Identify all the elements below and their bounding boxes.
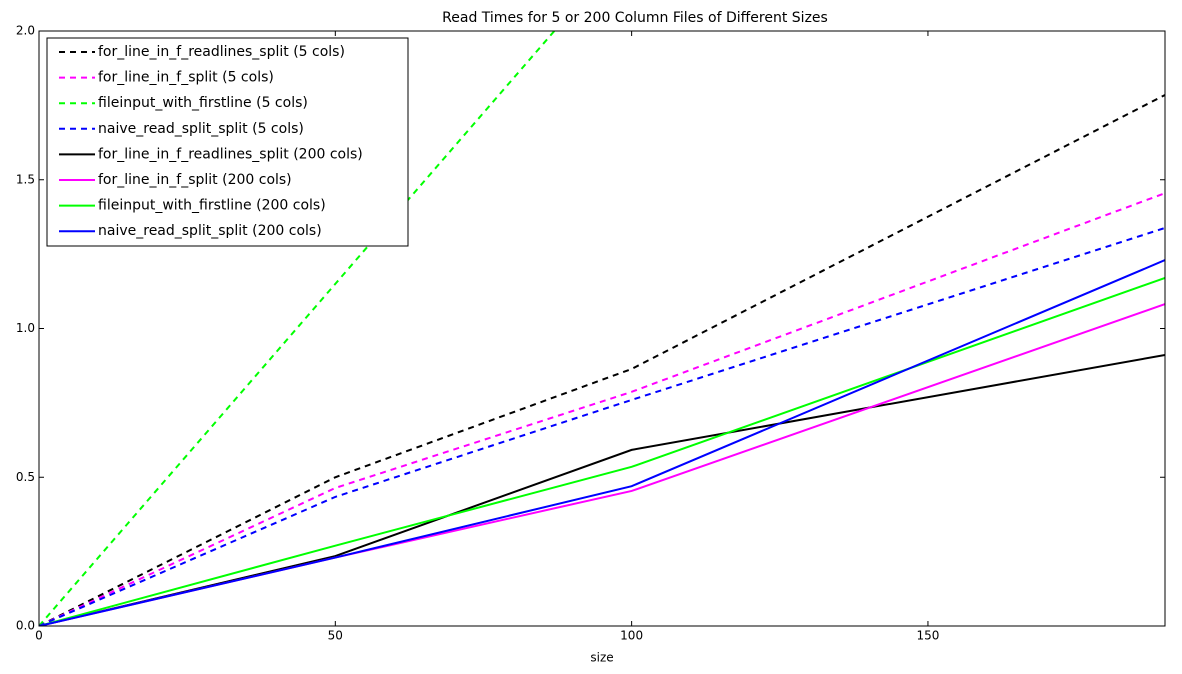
series-line (39, 226, 1165, 626)
x-tick-label: 150 (916, 629, 939, 643)
legend-box (46, 37, 409, 247)
x-tick-label: 0 (35, 629, 43, 643)
x-axis-label: size (590, 651, 613, 665)
legend-label: for_line_in_f_readlines_split (200 cols) (98, 146, 363, 162)
y-tick-label: 1.5 (16, 172, 35, 186)
series-line (39, 303, 1165, 626)
series-line (39, 276, 1165, 626)
legend-label: for_line_in_f_split (5 cols) (98, 70, 274, 86)
series-line (39, 192, 1165, 626)
chart-title: Read Times for 5 or 200 Column Files of … (442, 10, 828, 26)
series-line (39, 353, 1165, 626)
legend-label: naive_read_split_split (5 cols) (98, 121, 304, 137)
series-line (39, 94, 1165, 626)
legend-label: fileinput_with_firstline (5 cols) (98, 95, 308, 111)
series-line (39, 259, 1165, 626)
legend-label: for_line_in_f_readlines_split (5 cols) (98, 44, 345, 60)
x-tick-label: 100 (620, 629, 643, 643)
plot-lines (39, 31, 1165, 626)
y-tick-label: 2.0 (16, 24, 35, 38)
y-tick-label: 0.0 (16, 619, 35, 633)
legend-label: for_line_in_f_split (200 cols) (98, 172, 292, 188)
legend-label: naive_read_split_split (200 cols) (98, 223, 322, 239)
x-tick-label: 50 (328, 629, 343, 643)
legend-label: fileinput_with_firstline (200 cols) (98, 198, 326, 214)
y-tick-label: 1.0 (16, 321, 35, 335)
y-tick-label: 0.5 (16, 470, 35, 484)
